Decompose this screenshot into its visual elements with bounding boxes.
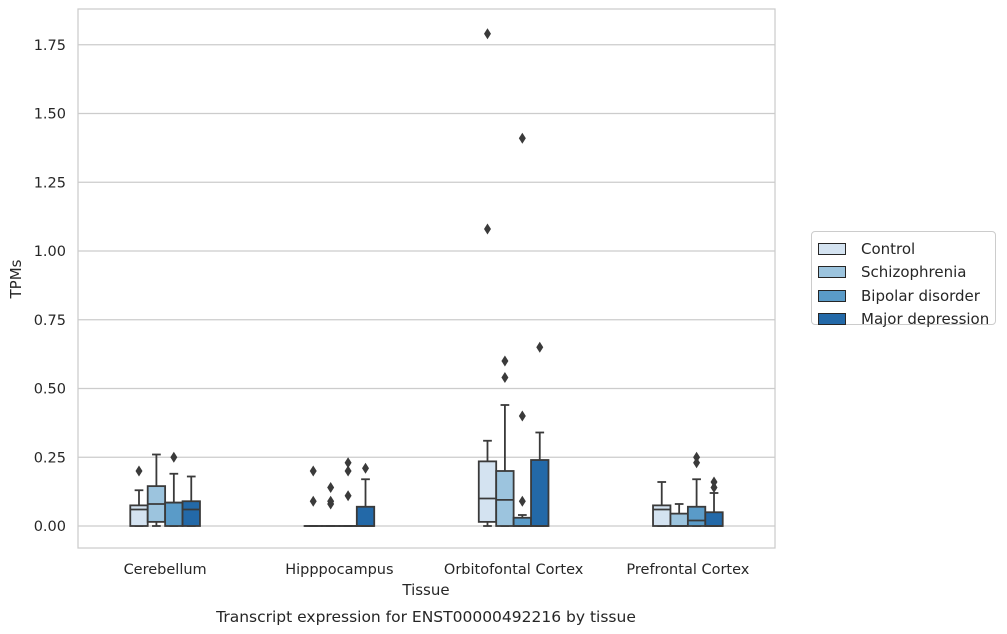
outlier-point <box>135 465 143 477</box>
box-iqr <box>512 516 532 527</box>
outlier-point <box>518 495 526 507</box>
outlier-point <box>309 495 317 507</box>
box-series <box>129 28 724 527</box>
outlier-point <box>518 410 526 422</box>
y-tick-label: 1.75 <box>34 38 66 54</box>
gridlines <box>78 44 775 527</box>
box-schizophrenia <box>669 503 689 527</box>
outlier-point <box>327 495 335 507</box>
outlier-point <box>710 476 718 488</box>
y-tick-label: 0.00 <box>34 519 66 535</box>
x-tick-labels: Cerebellum Hipppocampus Orbitofontal Corte… <box>124 562 750 578</box>
outlier-point <box>501 355 509 367</box>
legend: Control Schizophrenia Bipolar disorder M… <box>811 231 996 328</box>
legend-swatch-bipolar-disorder <box>818 289 846 302</box>
box-control <box>477 28 498 527</box>
box-iqr <box>530 459 550 527</box>
y-tick-label: 1.00 <box>34 244 66 260</box>
y-tick-label: 1.25 <box>34 175 66 191</box>
box-iqr <box>686 505 707 527</box>
plot-frame <box>77 8 776 549</box>
box-schizophrenia <box>495 355 515 527</box>
box-iqr <box>355 505 376 527</box>
box-bipolar-disorder <box>338 457 358 527</box>
outlier-point <box>536 341 544 353</box>
box-bipolar-disorder <box>512 132 532 527</box>
outlier-point <box>344 457 352 469</box>
box-control <box>303 465 323 527</box>
outlier-point <box>483 28 491 40</box>
legend-swatch-schizophrenia <box>818 266 846 279</box>
x-tick-label: Orbitofontal Cortex <box>444 562 584 578</box>
box-control <box>129 465 149 527</box>
x-tick-label: Cerebellum <box>124 562 207 578</box>
outlier-point <box>327 482 335 493</box>
legend-label: Major depression <box>861 310 990 329</box>
legend-label: Control <box>861 239 916 258</box>
y-tick-label: 0.75 <box>34 313 66 329</box>
legend-label: Schizophrenia <box>861 263 967 282</box>
box-iqr <box>704 511 724 527</box>
legend-label: Bipolar disorder <box>861 286 980 305</box>
legend-swatch-control <box>818 242 846 255</box>
box-bipolar-disorder <box>164 451 184 527</box>
box-iqr <box>669 512 689 527</box>
box-iqr <box>181 500 201 527</box>
box-major-depression <box>704 476 724 527</box>
outlier-point <box>344 490 352 502</box>
outlier-point <box>483 223 491 235</box>
legend-swatch-major-depression <box>818 313 846 326</box>
box-iqr <box>164 501 184 527</box>
box-major-depression <box>181 475 201 527</box>
box-bipolar-disorder <box>686 451 707 527</box>
box-iqr <box>652 504 672 527</box>
legend-item-schizophrenia: Schizophrenia <box>818 261 995 285</box>
box-schizophrenia <box>321 482 341 527</box>
y-axis-label: TPMs <box>7 259 25 299</box>
outlier-point <box>362 462 370 474</box>
y-tick-label: 1.50 <box>34 107 66 123</box>
legend-item-control: Control <box>818 237 995 261</box>
y-tick-label: 0.50 <box>34 382 66 398</box>
box-control <box>652 481 672 527</box>
box-iqr <box>129 504 149 527</box>
box-major-depression <box>530 341 550 527</box>
box-schizophrenia <box>146 453 167 527</box>
box-iqr <box>477 460 498 523</box>
outlier-point <box>309 465 317 477</box>
x-tick-label: Prefrontal Cortex <box>626 562 749 578</box>
outlier-point <box>170 451 178 463</box>
y-tick-label: 0.25 <box>34 450 66 466</box>
box-major-depression <box>355 462 376 527</box>
box-iqr <box>495 470 515 527</box>
outlier-point <box>693 451 701 463</box>
y-tick-labels: 0.00 0.25 0.50 0.75 1.00 1.25 1.50 1.75 <box>34 38 66 535</box>
legend-item-major-depression: Major depression <box>818 308 995 332</box>
chart-title: Transcript expression for ENST0000049221… <box>215 608 636 626</box>
outlier-point <box>501 372 509 383</box>
x-tick-label: Hipppocampus <box>285 562 393 578</box>
outlier-point <box>518 132 526 144</box>
outlier-point <box>344 465 352 477</box>
legend-item-bipolar-disorder: Bipolar disorder <box>818 284 995 308</box>
x-axis-label: Tissue <box>401 581 449 599</box>
